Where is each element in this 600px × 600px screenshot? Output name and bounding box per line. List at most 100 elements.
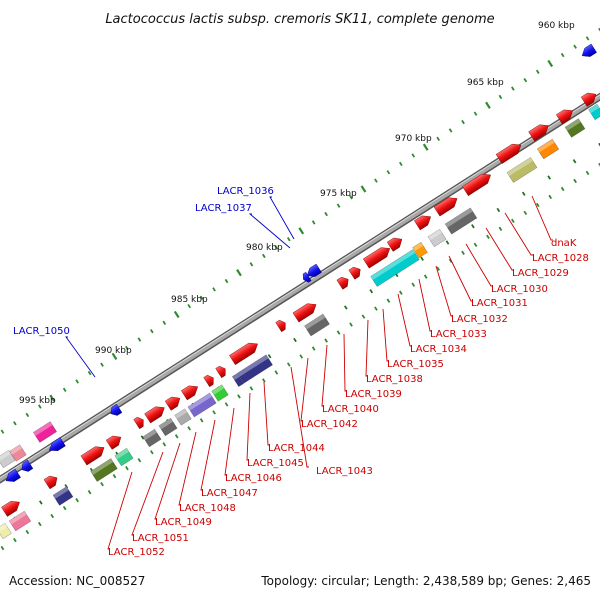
gene-feature-box[interactable]: [231, 372, 245, 388]
gene-feature-box[interactable]: [32, 421, 58, 443]
forward-gene[interactable]: [580, 90, 599, 107]
gene-feature-box[interactable]: [506, 157, 538, 183]
reverse-gene[interactable]: [19, 459, 34, 474]
gene-label-lacr-1031[interactable]: LACR_1031: [471, 298, 528, 309]
gene-feature-box[interactable]: [142, 428, 162, 448]
gene-feature-box[interactable]: [536, 138, 560, 160]
forward-gene[interactable]: [1, 498, 22, 517]
gene-feature-box[interactable]: [304, 313, 330, 337]
gene-feature-box[interactable]: [114, 447, 134, 467]
gene-feature-box[interactable]: [370, 249, 420, 287]
gene-feature-box[interactable]: [412, 241, 428, 259]
reverse-gene[interactable]: [108, 403, 123, 418]
reverse-gene[interactable]: [579, 43, 597, 60]
gene-label-lacr-1039[interactable]: LACR_1039: [345, 389, 402, 400]
reverse-gene-shape: [110, 403, 123, 416]
gene-label-lacr-1042[interactable]: LACR_1042: [301, 419, 358, 430]
scale-tick: [286, 237, 291, 242]
gene-label-lacr-1030[interactable]: LACR_1030: [491, 284, 548, 295]
scale-tick: [162, 320, 167, 326]
scale-tick: [249, 262, 254, 267]
forward-gene[interactable]: [292, 300, 319, 323]
gene-feature-box-shape: [506, 157, 538, 183]
gene-label-lacr-1033[interactable]: LACR_1033: [430, 329, 487, 340]
forward-gene[interactable]: [386, 235, 405, 252]
scale-tick: [87, 489, 92, 495]
forward-gene[interactable]: [528, 121, 552, 142]
gene-label-lacr-1052[interactable]: LACR_1052: [108, 547, 165, 558]
gene-feature-box[interactable]: [174, 408, 192, 426]
gene-label-lacr-1044[interactable]: LACR_1044: [268, 443, 325, 454]
map-title: Lactococcus lactis subsp. cremoris SK11,…: [105, 12, 494, 27]
gene-feature-box[interactable]: [8, 510, 32, 532]
gene-label-lacr-1045[interactable]: LACR_1045: [247, 458, 304, 469]
forward-gene[interactable]: [43, 473, 60, 490]
gene-label-lacr-1046[interactable]: LACR_1046: [225, 473, 282, 484]
forward-gene[interactable]: [336, 275, 351, 290]
forward-gene-shape: [133, 416, 144, 430]
gene-label-lacr-1048[interactable]: LACR_1048: [179, 503, 236, 514]
forward-gene[interactable]: [462, 170, 493, 196]
forward-gene[interactable]: [275, 318, 289, 333]
forward-gene[interactable]: [133, 415, 147, 430]
forward-gene[interactable]: [105, 433, 124, 450]
forward-gene[interactable]: [181, 382, 200, 401]
forward-gene[interactable]: [556, 106, 575, 125]
reverse-gene[interactable]: [47, 437, 66, 454]
gene-feature-box[interactable]: [564, 118, 586, 138]
gene-label-lacr-1050[interactable]: LACR_1050: [13, 326, 70, 337]
scale-tick: [25, 529, 30, 535]
forward-gene-shape: [144, 406, 165, 424]
forward-gene[interactable]: [203, 373, 217, 388]
gene-label-lacr-1028[interactable]: LACR_1028: [532, 253, 589, 264]
gene-label-lacr-1035[interactable]: LACR_1035: [387, 359, 444, 370]
scale-tick: [461, 119, 465, 125]
gene-label-lacr-1047[interactable]: LACR_1047: [201, 488, 258, 499]
gene-feature-box[interactable]: [211, 384, 229, 402]
forward-gene[interactable]: [164, 394, 183, 411]
gene-label-lacr-1051[interactable]: LACR_1051: [132, 533, 189, 544]
gene-feature-box[interactable]: [444, 207, 478, 235]
gene-label-lacr-1038[interactable]: LACR_1038: [366, 374, 423, 385]
scale-tick: [386, 170, 391, 175]
forward-gene[interactable]: [144, 403, 168, 424]
forward-gene[interactable]: [362, 244, 393, 269]
gene-label-lacr-1032[interactable]: LACR_1032: [451, 314, 508, 325]
gene-feature-box[interactable]: [9, 444, 27, 462]
gene-label-lacr-1036[interactable]: LACR_1036: [217, 186, 274, 197]
gene-feature-box[interactable]: [427, 228, 447, 248]
gene-label-lacr-1034[interactable]: LACR_1034: [410, 344, 467, 355]
gene-feature-box[interactable]: [0, 522, 12, 540]
scale-tick: [262, 378, 266, 383]
gene-feature-box[interactable]: [187, 392, 217, 418]
scale-tick: [521, 191, 526, 196]
forward-gene[interactable]: [414, 212, 433, 231]
gene-label-lacr-1029[interactable]: LACR_1029: [512, 268, 569, 279]
scale-tick: [461, 250, 465, 255]
gene-label-lacr-1040[interactable]: LACR_1040: [322, 404, 379, 415]
gene-feature-box[interactable]: [158, 417, 178, 437]
label-leader-lines: [65, 195, 553, 550]
scale-tick: [13, 537, 17, 543]
gene-feature-box[interactable]: [90, 458, 118, 482]
gene-feature-box[interactable]: [237, 354, 273, 384]
forward-gene[interactable]: [80, 443, 107, 466]
gene-label-lacr-1049[interactable]: LACR_1049: [155, 517, 212, 528]
scale-tick: [422, 143, 429, 151]
gene-label-dnak[interactable]: dnaK: [551, 238, 577, 249]
forward-gene[interactable]: [348, 265, 363, 280]
reverse-gene[interactable]: [3, 468, 21, 485]
gene-label-lacr-1037[interactable]: LACR_1037: [195, 203, 252, 214]
gene-feature-box[interactable]: [52, 486, 74, 506]
reverse-gene[interactable]: [304, 263, 322, 280]
gene-label-lacr-1043[interactable]: LACR_1043: [316, 466, 373, 477]
scale-tick: [62, 387, 67, 392]
gene-feature-box[interactable]: [0, 449, 16, 469]
reverse-gene[interactable]: [301, 271, 312, 284]
forward-gene[interactable]: [215, 364, 229, 379]
forward-gene[interactable]: [229, 339, 260, 365]
forward-gene-shape: [580, 92, 597, 107]
forward-gene[interactable]: [433, 194, 460, 217]
scale-tick: [573, 178, 577, 184]
forward-gene[interactable]: [495, 140, 524, 164]
